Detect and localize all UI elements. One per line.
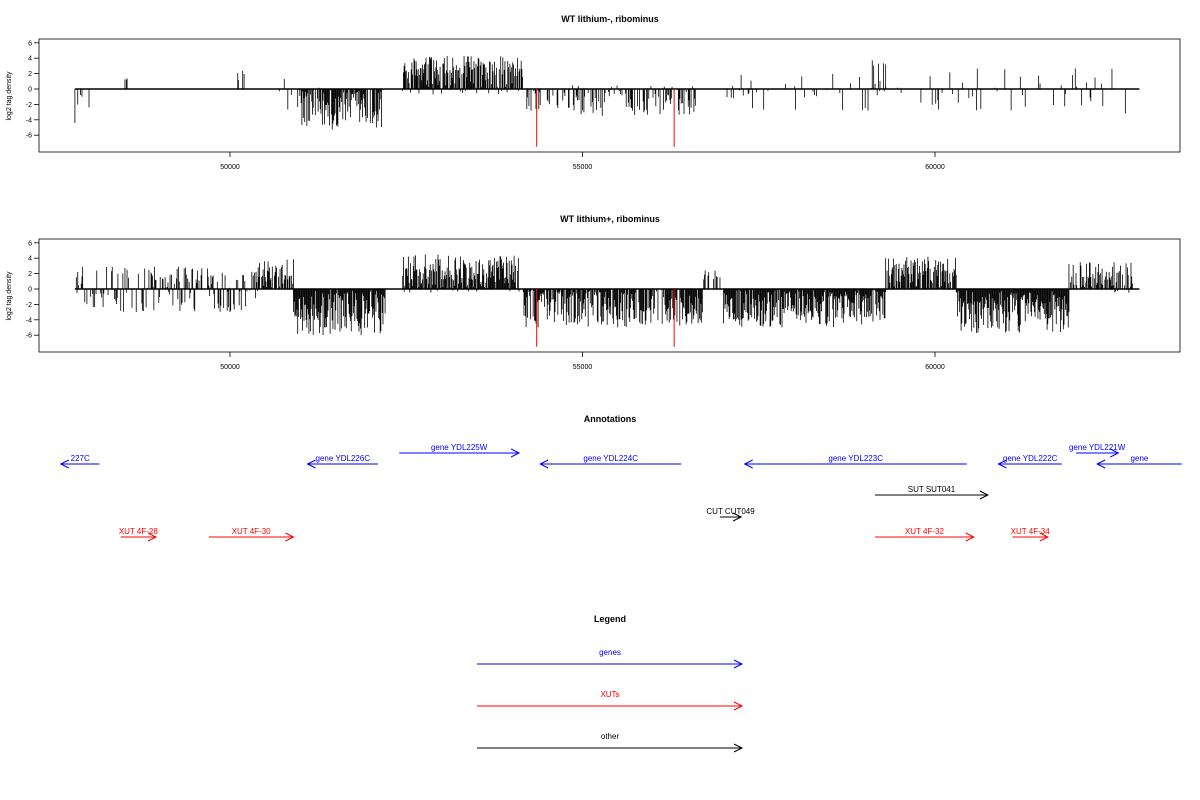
track-panel-lithium-plus: WT lithium+, ribominus log2 tag density …: [6, 214, 1181, 371]
legend-label-xuts: XUTs: [600, 690, 619, 699]
x-tick-label: 50000: [220, 364, 240, 371]
y-tick-label: 4: [28, 256, 32, 263]
feature-arrow: [875, 490, 989, 500]
feature-label: gene YDL222C: [1003, 454, 1058, 463]
y-axis: 6 4 2 0 -2 -4 -6: [26, 40, 39, 140]
feature-label: gene YDL223C: [828, 454, 883, 463]
y-tick-label: 6: [28, 240, 32, 247]
annotation-features: 227C gene YDL226C gene YDL225W gene YDL224C…: [59, 443, 1182, 542]
y-tick-label: -6: [26, 133, 32, 140]
x-axis: 50000 55000 60000: [220, 152, 945, 171]
feature-label: gene: [1131, 454, 1149, 463]
legend-label-genes: genes: [599, 648, 621, 657]
x-tick-label: 60000: [925, 364, 945, 371]
x-tick-label: 55000: [573, 164, 593, 171]
legend: Legend genes XUTs other: [477, 614, 744, 753]
y-tick-label: 6: [28, 40, 32, 47]
feature-label: XUT 4F-28: [119, 527, 159, 536]
y-tick-label: 4: [28, 56, 32, 63]
track-panel-lithium-minus: WT lithium-, ribominus log2 tag density …: [6, 14, 1181, 171]
y-tick-label: -2: [26, 102, 32, 109]
highlight-bars-group: [536, 89, 675, 147]
y-tick-label: -6: [26, 333, 32, 340]
annotations-track: Annotations 227C gene YDL226C gene YDL225W…: [59, 414, 1182, 542]
bars-group: [74, 254, 1140, 336]
feature-arrow: [743, 459, 967, 469]
legend-entries: genes XUTs other: [477, 648, 744, 753]
legend-arrow-xuts: [477, 701, 744, 711]
feature-arrow: [997, 459, 1062, 469]
plot-frame: [38, 238, 1181, 353]
legend-arrow-other: [477, 743, 744, 753]
feature-label: XUT 4F-32: [905, 527, 945, 536]
feature-label: 227C: [71, 454, 90, 463]
feature-arrow: [1076, 448, 1120, 458]
feature-arrow: [120, 532, 158, 542]
y-axis-label: log2 tag density: [6, 71, 13, 121]
feature-arrow: [59, 459, 100, 469]
feature-arrow: [875, 532, 975, 542]
y-tick-label: -2: [26, 302, 32, 309]
y-tick-label: 0: [28, 287, 32, 294]
feature-arrow: [539, 459, 682, 469]
feature-label: gene YDL225W: [431, 443, 488, 452]
bars-group: [74, 56, 1140, 130]
x-tick-label: 55000: [573, 364, 593, 371]
feature-label: SUT SUT041: [908, 485, 956, 494]
legend-label-other: other: [601, 732, 620, 741]
panel-title: WT lithium+, ribominus: [560, 214, 660, 224]
highlight-bars-group: [536, 289, 675, 347]
feature-label: CUT CUT049: [706, 507, 755, 516]
y-tick-label: -4: [26, 317, 32, 324]
legend-title: Legend: [594, 614, 626, 624]
feature-label: XUT 4F-34: [1011, 527, 1051, 536]
y-tick-label: 2: [28, 71, 32, 78]
annotations-title: Annotations: [584, 414, 637, 424]
feature-label: XUT 4F-30: [232, 527, 272, 536]
x-tick-label: 50000: [220, 164, 240, 171]
feature-arrow: [306, 459, 379, 469]
feature-arrow: [208, 532, 295, 542]
feature-label: gene YDL221W: [1069, 443, 1126, 452]
feature-label: gene YDL224C: [583, 454, 638, 463]
y-axis-label: log2 tag density: [6, 271, 13, 321]
feature-arrow: [1012, 532, 1049, 542]
plot-frame: [38, 38, 1181, 153]
x-tick-label: 60000: [925, 164, 945, 171]
y-axis: 6 4 2 0 -2 -4 -6: [26, 240, 39, 340]
legend-arrow-genes: [477, 659, 744, 669]
y-tick-label: -4: [26, 117, 32, 124]
panel-title: WT lithium-, ribominus: [561, 14, 659, 24]
y-tick-label: 0: [28, 87, 32, 94]
feature-arrow: [1096, 459, 1182, 469]
feature-arrow: [719, 512, 743, 522]
x-axis: 50000 55000 60000: [220, 352, 945, 371]
feature-arrow: [399, 448, 521, 458]
y-tick-label: 2: [28, 271, 32, 278]
feature-label: gene YDL226C: [316, 454, 371, 463]
